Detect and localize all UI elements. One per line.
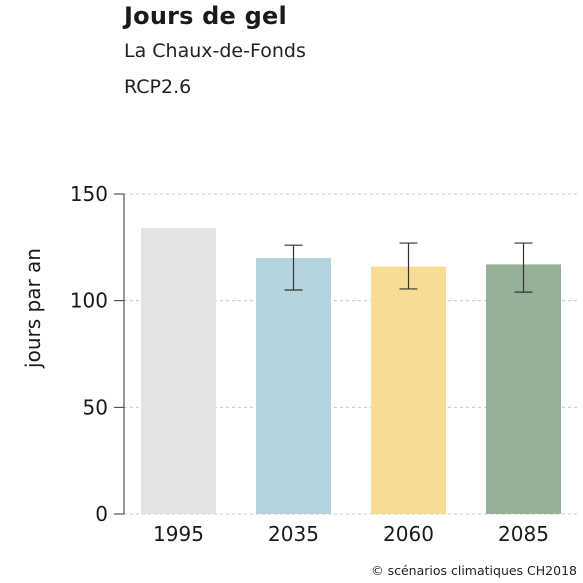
bar-2085 bbox=[486, 264, 561, 514]
chart-title: Jours de gel bbox=[124, 2, 287, 30]
bar-1995 bbox=[141, 228, 216, 514]
bars bbox=[141, 228, 561, 514]
error-bar-2035 bbox=[284, 244, 303, 291]
y-tick-label: 100 bbox=[70, 289, 108, 313]
x-tick-label: 1995 bbox=[153, 522, 204, 546]
error-bar-2060 bbox=[399, 242, 418, 290]
copyright-credit: © scénarios climatiques CH2018 bbox=[371, 563, 577, 578]
y-tick-label: 150 bbox=[70, 182, 108, 206]
x-tick-label: 2085 bbox=[498, 522, 549, 546]
chart-subtitle-location: La Chaux-de-Fonds bbox=[124, 40, 306, 62]
error-bars bbox=[284, 242, 533, 293]
bar-2060 bbox=[371, 266, 446, 514]
y-tick-label: 50 bbox=[83, 395, 108, 419]
y-tick-label: 0 bbox=[95, 502, 108, 526]
chart-subtitle-scenario: RCP2.6 bbox=[124, 76, 192, 98]
y-axis-ticks: 0 50 100 150 bbox=[70, 182, 124, 526]
x-axis-ticks: 1995 2035 2060 2085 bbox=[153, 522, 549, 546]
error-bar-2085 bbox=[514, 242, 533, 293]
bar-2035 bbox=[256, 258, 331, 514]
y-axis-label: jours par an bbox=[21, 248, 45, 369]
x-tick-label: 2035 bbox=[268, 522, 319, 546]
x-tick-label: 2060 bbox=[383, 522, 434, 546]
